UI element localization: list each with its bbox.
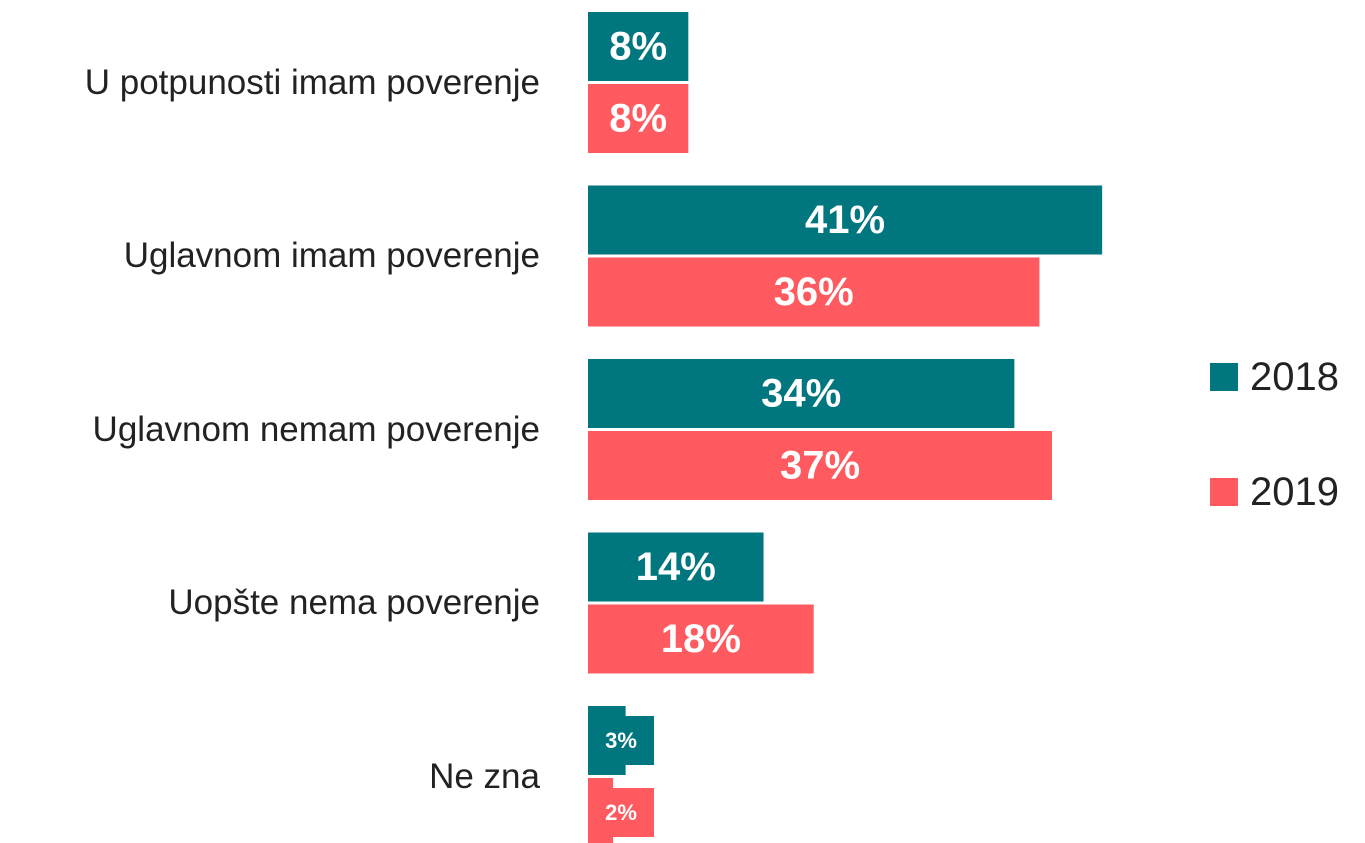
bar xyxy=(588,431,1052,500)
legend-swatch xyxy=(1210,363,1238,391)
legend-label: 2019 xyxy=(1250,470,1339,514)
bar xyxy=(588,257,1040,327)
legend-label: 2018 xyxy=(1250,355,1339,399)
label-background xyxy=(588,716,654,765)
value-label: 37% xyxy=(780,444,860,488)
value-label: 36% xyxy=(774,270,854,314)
value-label: 8% xyxy=(609,97,667,141)
bar xyxy=(588,185,1103,255)
category-label: Uopšte nema poverenje xyxy=(168,583,540,622)
legend-swatch xyxy=(1210,478,1238,506)
value-label: 41% xyxy=(805,198,885,242)
bar xyxy=(588,12,689,81)
category-label: U potpunosti imam poverenje xyxy=(84,62,540,102)
bar xyxy=(588,359,1015,428)
category-label: Uglavnom imam poverenje xyxy=(123,236,540,275)
value-label: 2% xyxy=(605,800,637,825)
value-label: 3% xyxy=(605,728,637,753)
value-label: 34% xyxy=(761,372,841,416)
bar xyxy=(588,604,814,674)
value-label: 14% xyxy=(636,545,716,589)
value-label: 8% xyxy=(609,25,667,69)
bar xyxy=(588,532,764,602)
bar xyxy=(588,84,689,153)
category-label: Uglavnom nemam poverenje xyxy=(92,409,540,449)
category-label: Ne zna xyxy=(429,756,540,796)
value-label: 18% xyxy=(661,617,741,661)
label-background xyxy=(588,788,654,837)
